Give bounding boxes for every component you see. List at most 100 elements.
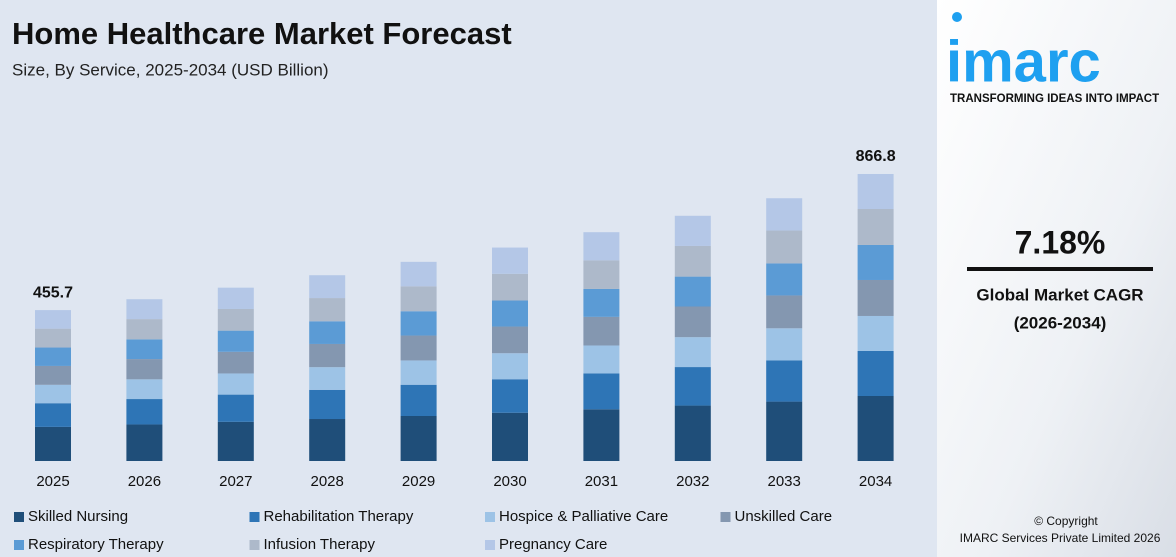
bar-segment [492, 247, 528, 274]
bar-segment [400, 311, 437, 336]
tagline: TRANSFORMING IDEAS INTO IMPACT [950, 93, 1159, 105]
bar-segment [217, 351, 254, 374]
legend-swatch [485, 512, 495, 522]
bar-segment [583, 409, 620, 461]
bar-segment [492, 379, 528, 413]
x-tick-label: 2033 [768, 473, 801, 490]
bar-segment [674, 276, 711, 307]
bar-segment [857, 244, 894, 280]
bar-segment [126, 339, 163, 360]
chart-subtitle: Size, By Service, 2025-2034 (USD Billion… [12, 60, 329, 79]
x-tick-label: 2025 [36, 473, 69, 490]
legend-swatch [249, 512, 260, 522]
cagr-label: Global Market CAGR [976, 285, 1143, 304]
bar-segment [217, 373, 254, 395]
bar-segment [766, 360, 803, 402]
bar-segment [674, 337, 711, 368]
bar-segment [400, 335, 437, 361]
bar-segment [766, 230, 803, 264]
legend-swatch [720, 512, 731, 522]
bar-segment [35, 310, 71, 329]
bar-segment [217, 287, 254, 309]
cagr: 7.18% [1015, 224, 1106, 260]
bar-segment [583, 288, 620, 317]
sidebar-bg [937, 0, 1176, 557]
bar-segment [126, 424, 163, 461]
bar-segment [400, 384, 437, 417]
x-tick-label: 2029 [402, 473, 435, 490]
bar-segment [492, 326, 528, 354]
bar-segment [583, 260, 620, 289]
bar-segment [400, 261, 437, 287]
bar-segment [217, 330, 254, 352]
legend-swatch [485, 540, 495, 550]
bar-segment [492, 353, 528, 380]
bar-segment [309, 275, 346, 299]
logo: imarc [946, 29, 1101, 94]
company: IMARC Services Private Limited 2026 [960, 531, 1161, 545]
bar-segment [492, 273, 528, 301]
bar-segment [766, 198, 803, 231]
bar-segment [766, 328, 803, 361]
bar-segment [857, 350, 894, 397]
bar-segment [583, 232, 620, 261]
bar-segment [766, 295, 803, 329]
bar-segment [126, 399, 163, 425]
bar-segment [400, 416, 437, 461]
legend-label: Skilled Nursing [28, 508, 128, 525]
x-tick-label: 2032 [676, 473, 709, 490]
bar-segment [400, 286, 437, 312]
bar-segment [35, 384, 71, 404]
bar-segment [309, 321, 346, 344]
legend-swatch [249, 540, 260, 550]
bar-segment [492, 300, 528, 327]
bar-segment [126, 299, 163, 320]
total-label: 455.7 [33, 284, 73, 301]
bar-segment [400, 360, 437, 385]
x-tick-label: 2028 [311, 473, 344, 490]
legend-label: Infusion Therapy [264, 536, 376, 553]
legend-label: Respiratory Therapy [28, 536, 164, 553]
logo-dot [952, 12, 962, 22]
copyright: © Copyright [1034, 514, 1098, 528]
bar-segment [309, 343, 346, 368]
chart-title: Home Healthcare Market Forecast [12, 16, 512, 51]
bar-segment [309, 419, 346, 461]
x-tick-label: 2027 [219, 473, 252, 490]
divider [967, 267, 1153, 271]
bar-segment [35, 426, 71, 461]
bar-segment [217, 394, 254, 422]
bar-segment [35, 347, 71, 366]
x-tick-label: 2031 [585, 473, 618, 490]
bar-segment [35, 365, 71, 385]
legend-label: Rehabilitation Therapy [264, 508, 414, 525]
cagr-period: (2026-2034) [1014, 313, 1107, 332]
bar-segment [309, 367, 346, 390]
bar-segment [126, 319, 163, 340]
legend-swatch [14, 512, 24, 522]
x-tick-label: 2026 [128, 473, 161, 490]
legend-swatch [14, 540, 24, 550]
bar-segment [583, 373, 620, 410]
bar-segment [857, 396, 894, 461]
bar-segment [674, 245, 711, 277]
bar-segment [857, 279, 894, 316]
legend-label: Hospice & Palliative Care [499, 508, 668, 525]
bar-segment [217, 308, 254, 331]
bar-segment [217, 421, 254, 461]
bar-segment [35, 328, 71, 348]
bar-segment [492, 412, 528, 461]
bar-segment [583, 345, 620, 374]
bar-segment [766, 401, 803, 461]
bar-segment [35, 403, 71, 427]
x-tick-label: 2034 [859, 473, 892, 490]
x-tick-label: 2030 [493, 473, 526, 490]
bar-segment [857, 315, 894, 351]
legend-label: Pregnancy Care [499, 536, 607, 553]
bar-segment [674, 405, 711, 461]
bar-segment [857, 208, 894, 245]
bar-segment [674, 215, 711, 246]
bar-segment [309, 298, 346, 322]
